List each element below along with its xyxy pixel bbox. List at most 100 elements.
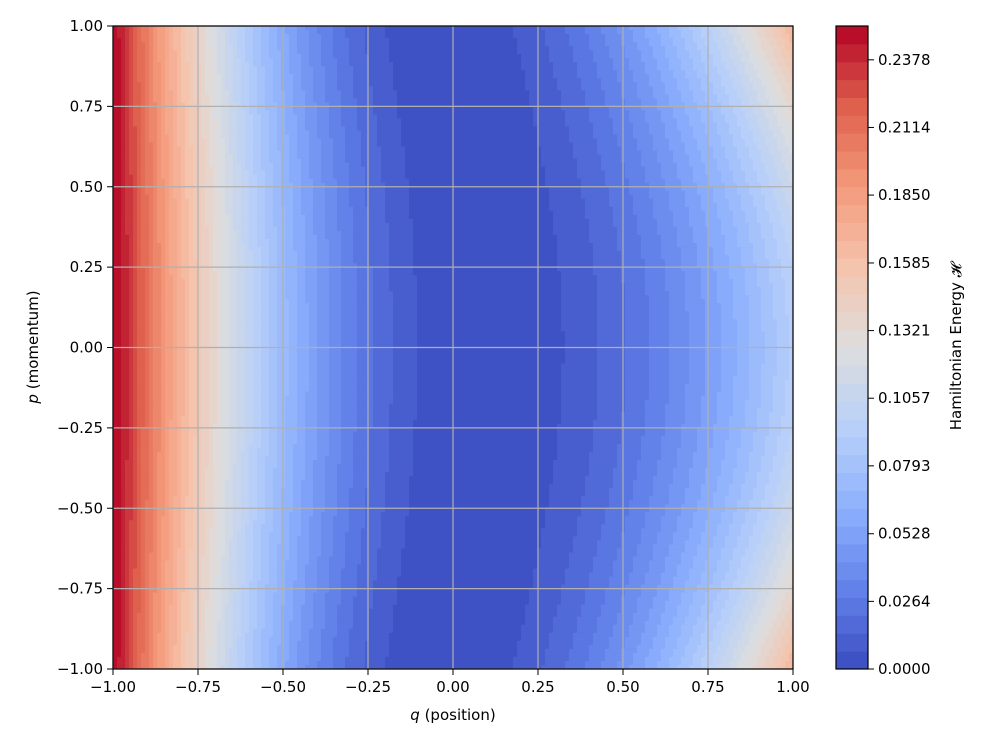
contour-cell — [277, 135, 282, 140]
contour-cell — [369, 135, 374, 140]
contour-cell — [697, 94, 702, 99]
contour-cell — [325, 34, 330, 39]
contour-cell — [769, 118, 774, 123]
contour-cell — [241, 130, 246, 135]
contour-cell — [761, 66, 766, 71]
contour-cell — [597, 46, 602, 51]
contour-cell — [785, 54, 790, 59]
contour-cell — [413, 126, 418, 131]
contour-cell — [365, 139, 370, 144]
contour-cell — [185, 143, 190, 148]
contour-cell — [261, 143, 266, 148]
contour-cell — [365, 143, 370, 148]
contour-cell — [269, 62, 274, 67]
contour-cell — [441, 90, 446, 95]
contour-cell — [413, 110, 418, 115]
contour-cell — [373, 70, 378, 75]
contour-cell — [141, 82, 146, 87]
contour-cell — [741, 94, 746, 99]
contour-cell — [729, 110, 734, 115]
contour-cell — [429, 86, 434, 91]
contour-cell — [377, 98, 382, 103]
contour-cell — [513, 98, 518, 103]
contour-cell — [581, 118, 586, 123]
contour-cell — [181, 114, 186, 119]
contour-cell — [141, 26, 146, 31]
contour-cell — [629, 94, 634, 99]
contour-cell — [669, 86, 674, 91]
contour-cell — [297, 50, 302, 55]
contour-cell — [549, 70, 554, 75]
contour-cell — [577, 94, 582, 99]
contour-cell — [521, 90, 526, 95]
contour-cell — [189, 38, 194, 43]
contour-cell — [777, 126, 782, 131]
contour-cell — [385, 70, 390, 75]
contour-cell — [193, 86, 198, 91]
contour-cell — [641, 42, 646, 47]
contour-cell — [385, 46, 390, 51]
contour-cell — [569, 139, 574, 144]
contour-cell — [737, 118, 742, 123]
contour-cell — [337, 50, 342, 55]
contour-cell — [261, 58, 266, 63]
contour-cell — [513, 54, 518, 59]
contour-cell — [577, 62, 582, 67]
contour-cell — [393, 94, 398, 99]
contour-cell — [781, 122, 786, 127]
contour-cell — [773, 135, 778, 140]
contour-cell — [549, 130, 554, 135]
contour-cell — [177, 30, 182, 35]
contour-cell — [401, 94, 406, 99]
contour-cell — [645, 42, 650, 47]
contour-cell — [193, 82, 198, 87]
contour-cell — [553, 38, 558, 43]
contour-cell — [417, 110, 422, 115]
contour-cell — [365, 74, 370, 79]
contour-cell — [369, 30, 374, 35]
contour-cell — [257, 114, 262, 119]
contour-cell — [181, 82, 186, 87]
contour-cell — [289, 86, 294, 91]
contour-cell — [317, 34, 322, 39]
contour-cell — [221, 110, 226, 115]
contour-cell — [265, 122, 270, 127]
contour-cell — [185, 139, 190, 144]
contour-cell — [337, 70, 342, 75]
contour-cell — [669, 106, 674, 111]
contour-cell — [617, 78, 622, 83]
contour-cell — [181, 90, 186, 95]
contour-cell — [713, 38, 718, 43]
contour-cell — [469, 126, 474, 131]
contour-cell — [553, 46, 558, 51]
contour-cell — [357, 118, 362, 123]
contour-cell — [413, 82, 418, 87]
contour-cell — [113, 62, 118, 67]
contour-cell — [405, 122, 410, 127]
contour-cell — [557, 30, 562, 35]
contour-cell — [669, 130, 674, 135]
contour-cell — [569, 98, 574, 103]
contour-cell — [405, 50, 410, 55]
contour-cell — [405, 30, 410, 35]
contour-cell — [497, 98, 502, 103]
contour-cell — [257, 46, 262, 51]
contour-cell — [285, 82, 290, 87]
contour-cell — [777, 114, 782, 119]
contour-cell — [453, 66, 458, 71]
contour-cell — [249, 122, 254, 127]
contour-cell — [745, 54, 750, 59]
contour-cell — [205, 66, 210, 71]
contour-cell — [665, 26, 670, 31]
contour-cell — [421, 38, 426, 43]
contour-cell — [577, 139, 582, 144]
contour-cell — [357, 143, 362, 148]
contour-cell — [273, 74, 278, 79]
contour-cell — [313, 42, 318, 47]
contour-cell — [693, 118, 698, 123]
contour-cell — [249, 38, 254, 43]
contour-cell — [657, 62, 662, 67]
contour-cell — [169, 78, 174, 83]
contour-cell — [693, 114, 698, 119]
contour-cell — [433, 74, 438, 79]
